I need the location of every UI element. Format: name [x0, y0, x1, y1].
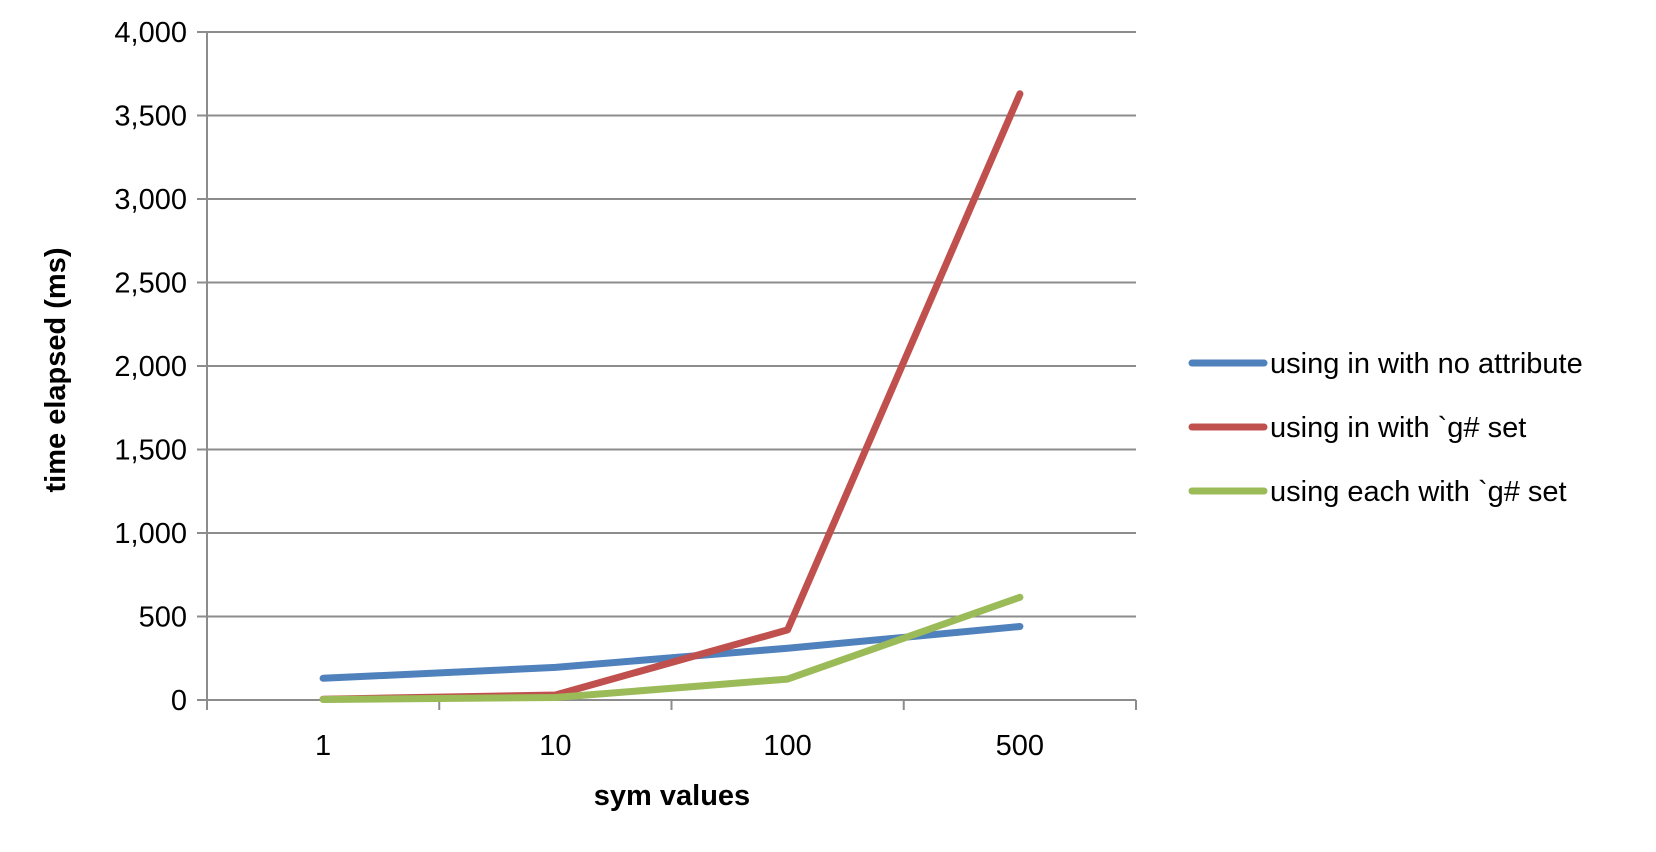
x-axis-title: sym values	[594, 780, 750, 812]
legend-label: using each with `g# set	[1270, 476, 1567, 508]
y-tick-label: 1,500	[114, 435, 187, 467]
y-tick-label: 0	[171, 685, 187, 717]
x-tick-label: 100	[763, 730, 811, 762]
x-tick-label: 500	[996, 730, 1044, 762]
gridlines	[207, 31, 1136, 618]
y-tick-label: 2,500	[114, 268, 187, 300]
y-tick-label: 1,000	[114, 518, 187, 550]
x-tick-label: 10	[539, 730, 571, 762]
x-tick-label: 1	[315, 730, 331, 762]
legend-label: using in with `g# set	[1270, 412, 1526, 444]
y-tick-label: 3,500	[114, 101, 187, 133]
y-tick-label: 4,000	[114, 17, 187, 49]
legend-label: using in with no attribute	[1270, 348, 1583, 380]
y-tick-label: 2,000	[114, 351, 187, 383]
series-lines	[319, 90, 1024, 703]
y-tick-label: 3,000	[114, 184, 187, 216]
y-tick-label: 500	[139, 602, 187, 634]
series-line-3	[319, 593, 1024, 703]
legend: using in with no attribute using in with …	[1188, 348, 1583, 508]
y-axis-title: time elapsed (ms)	[40, 248, 72, 493]
tick-labels: 0 500 1,000 1,500 2,000 2,500 3,000 3,500 4,000 1…	[114, 17, 1044, 762]
series-line-2	[319, 90, 1024, 703]
